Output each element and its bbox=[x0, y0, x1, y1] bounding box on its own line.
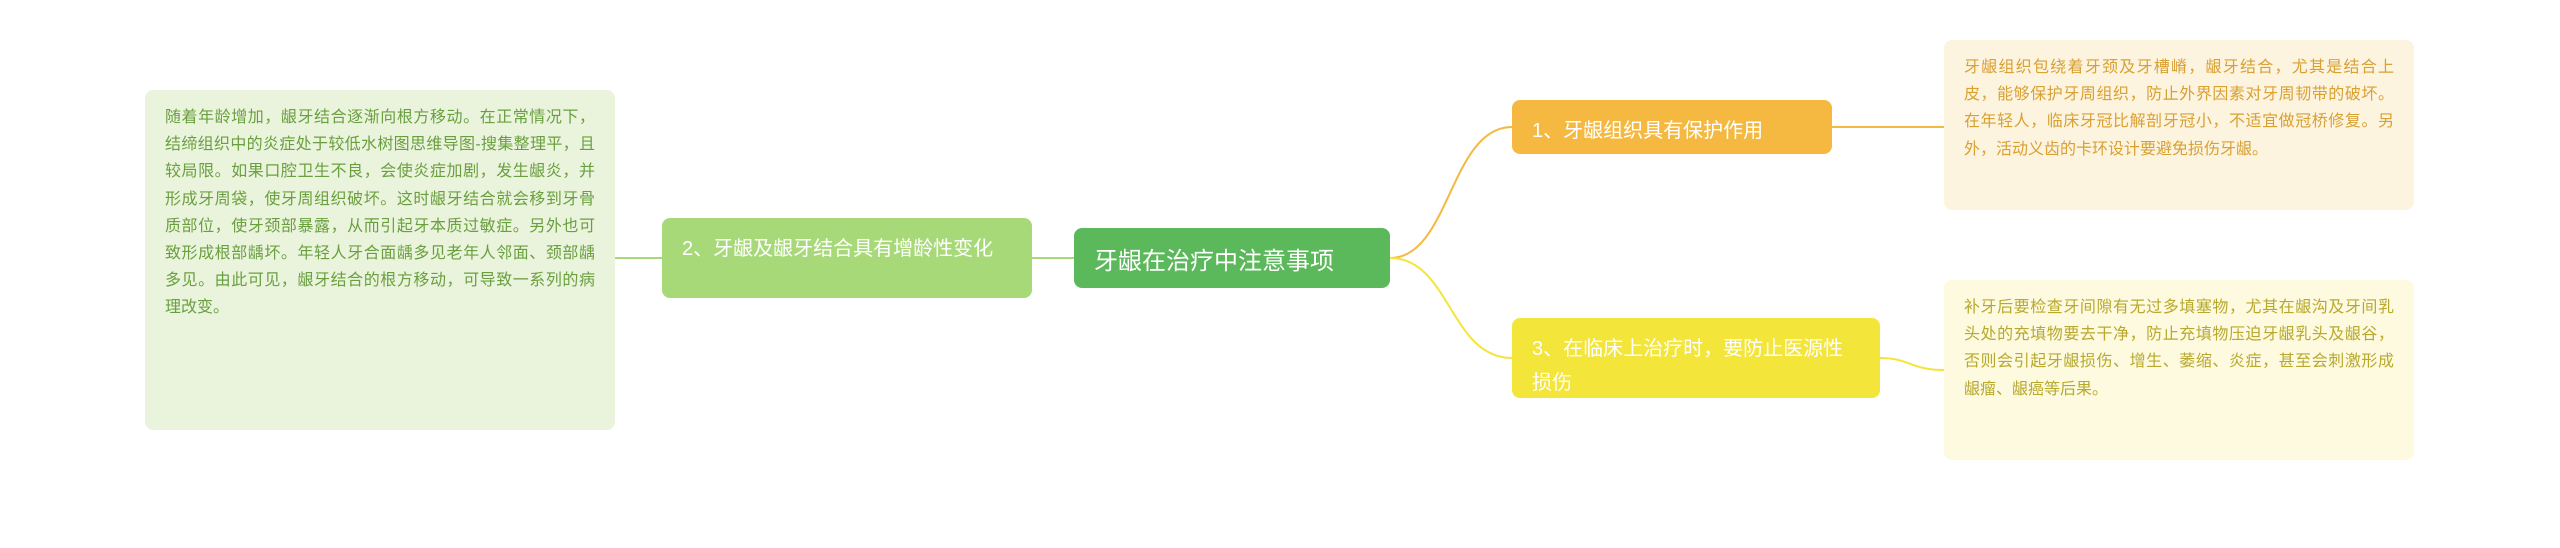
branch-node-1: 1、牙龈组织具有保护作用 bbox=[1512, 100, 1832, 154]
conn-center-b2 bbox=[1032, 256, 1074, 260]
conn-b1-d1 bbox=[1832, 125, 1944, 129]
branch-node-3: 3、在临床上治疗时，要防止医源性损伤 bbox=[1512, 318, 1880, 398]
conn-b2-d2 bbox=[615, 256, 662, 260]
conn-b3-d3 bbox=[1880, 358, 1944, 370]
branch-node-2: 2、牙龈及龈牙结合具有增龄性变化 bbox=[662, 218, 1032, 298]
center-node: 牙龈在治疗中注意事项 bbox=[1074, 228, 1390, 288]
detail-node-1: 牙龈组织包绕着牙颈及牙槽嵴，龈牙结合，尤其是结合上皮，能够保护牙周组织，防止外界… bbox=[1944, 40, 2414, 210]
detail-node-2: 随着年龄增加，龈牙结合逐渐向根方移动。在正常情况下，结缔组织中的炎症处于较低水树… bbox=[145, 90, 615, 430]
detail-node-3: 补牙后要检查牙间隙有无过多填塞物，尤其在龈沟及牙间乳头处的充填物要去干净，防止充… bbox=[1944, 280, 2414, 460]
conn-center-b3 bbox=[1390, 258, 1512, 358]
conn-center-b1 bbox=[1390, 127, 1512, 258]
